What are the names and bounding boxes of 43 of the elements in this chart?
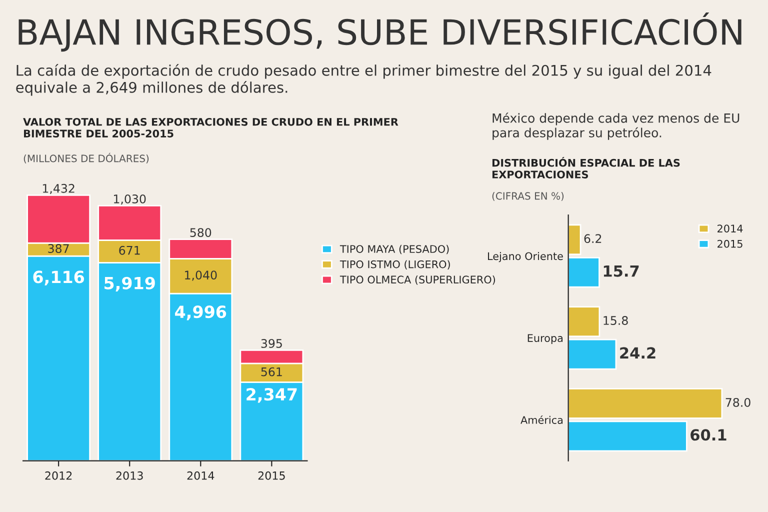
bar: [568, 256, 600, 288]
data-label: 4,996: [175, 306, 226, 320]
bar: [568, 388, 723, 419]
x-tick-label: 2013: [116, 471, 143, 480]
y-tick-label: Europa: [528, 334, 563, 344]
x-tick-label: 2015: [258, 471, 285, 480]
data-label: 1,030: [114, 194, 146, 205]
chart-subtitle: (CIFRAS EN %): [492, 192, 564, 201]
x-tick-label: 2014: [187, 471, 214, 480]
legend-label: 2015: [718, 240, 742, 248]
data-label: 5,919: [104, 276, 155, 292]
legend-label: TIPO MAYA (PESADO): [340, 244, 449, 254]
text: México depende cada vez menos de EU para desplazar su petróleo.: [492, 112, 740, 140]
data-label: 15.8: [604, 316, 628, 325]
legend-label: TIPO OLMECA (SUPERLIGERO): [340, 275, 496, 285]
data-label: 6,116: [33, 270, 84, 286]
data-label: 561: [261, 367, 282, 376]
data-label: 60.1: [690, 429, 726, 441]
data-label: 387: [48, 244, 69, 253]
data-label: 24.2: [620, 347, 656, 359]
chart-subtitle: (MILLONES DE DÓLARES): [24, 152, 149, 164]
bar: [568, 224, 582, 256]
bar: [568, 338, 617, 370]
data-label: 1,432: [42, 184, 74, 194]
data-label: 78.0: [726, 398, 750, 407]
data-label: 2,347: [246, 388, 297, 403]
y-tick-label: Lejano Oriente: [488, 252, 563, 262]
text: La caída de exportación de crudo pesado entre el primer bimestre del 2015 y su igual del 2014 equivale a 2,649 millones de dólares.: [16, 64, 712, 96]
data-label: 395: [261, 339, 282, 348]
y-tick-label: América: [520, 415, 563, 424]
text: BAJAN INGRESOS, SUBE DIVERSIFICACIÓN: [18, 12, 742, 52]
bar: [568, 420, 688, 452]
legend-label: TIPO ISTMO (LIGERO): [340, 260, 450, 270]
chart-title: DISTRIBUCIÓN ESPACIAL DE LAS EXPORTACIONES: [492, 157, 680, 178]
data-label: 580: [190, 228, 212, 238]
x-tick-label: 2012: [45, 471, 72, 480]
data-label: 1,040: [185, 270, 217, 281]
bar: [568, 306, 600, 337]
data-label: 671: [119, 246, 140, 255]
data-label: 6.2: [584, 234, 602, 244]
legend-label: 2014: [718, 224, 743, 232]
chart-title: VALOR TOTAL DE LAS EXPORTACIONES DE CRUDO EN EL PRIMER BIMESTRE DEL 2005-2015: [23, 118, 398, 138]
data-label: 15.7: [604, 265, 639, 277]
